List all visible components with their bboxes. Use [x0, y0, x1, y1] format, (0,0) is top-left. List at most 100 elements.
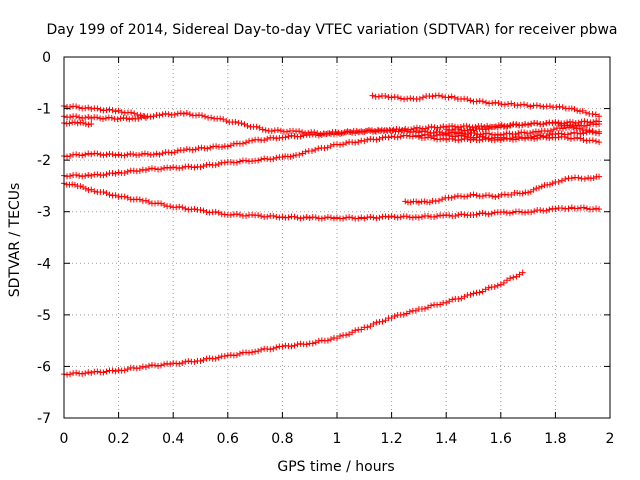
- data-point: [294, 341, 301, 348]
- data-point: [505, 101, 512, 108]
- data-point: [230, 140, 237, 147]
- data-point: [264, 135, 271, 142]
- data-point: [249, 211, 256, 218]
- data-point: [343, 140, 350, 147]
- data-point: [538, 183, 545, 190]
- data-point: [507, 275, 514, 282]
- data-point: [279, 214, 286, 221]
- data-point: [452, 212, 459, 219]
- data-point: [145, 362, 152, 369]
- data-point: [255, 348, 262, 355]
- data-point: [73, 113, 80, 120]
- data-point: [340, 215, 347, 222]
- y-tick-label: -5: [37, 308, 51, 324]
- data-point: [412, 132, 419, 139]
- series-track-2: [61, 119, 95, 128]
- data-point: [343, 332, 350, 339]
- data-point: [589, 128, 596, 135]
- data-point: [130, 151, 137, 158]
- x-tick-label: 0.2: [107, 431, 129, 447]
- data-point: [227, 212, 234, 219]
- data-point: [299, 129, 306, 136]
- data-point: [73, 171, 80, 178]
- data-point: [243, 157, 249, 164]
- data-point: [540, 121, 547, 128]
- data-point: [306, 131, 313, 138]
- data-point: [232, 118, 239, 125]
- data-point: [152, 165, 158, 172]
- data-point: [558, 205, 565, 212]
- data-point: [596, 113, 603, 120]
- data-point: [494, 282, 501, 289]
- data-point: [223, 117, 230, 124]
- data-point: [103, 368, 110, 375]
- data-point: [77, 183, 84, 190]
- data-point: [94, 105, 101, 112]
- data-point: [324, 337, 331, 344]
- data-point: [112, 170, 119, 177]
- data-point: [470, 136, 477, 143]
- data-point: [455, 125, 462, 132]
- data-point: [491, 283, 498, 290]
- data-point: [179, 360, 186, 367]
- data-point: [212, 355, 219, 362]
- data-point: [596, 206, 603, 213]
- data-point: [355, 215, 362, 222]
- x-tick-label: 1.2: [380, 431, 402, 447]
- data-point: [531, 135, 538, 142]
- data-point: [139, 151, 145, 158]
- data-point: [212, 208, 219, 215]
- data-point: [540, 133, 547, 140]
- data-point: [197, 206, 204, 213]
- data-point: [436, 128, 443, 135]
- data-point: [508, 191, 515, 198]
- data-point: [253, 123, 260, 130]
- data-point: [429, 93, 436, 100]
- data-point: [583, 205, 590, 212]
- data-point: [82, 185, 89, 192]
- data-point: [500, 208, 507, 215]
- data-point: [537, 207, 544, 214]
- x-tick-label: 2: [606, 431, 615, 447]
- data-point: [246, 349, 253, 356]
- data-point: [67, 103, 74, 110]
- data-point: [440, 123, 447, 130]
- data-point: [100, 189, 107, 196]
- data-point: [570, 124, 577, 131]
- data-point: [461, 211, 468, 218]
- data-point: [506, 135, 513, 142]
- data-point: [203, 208, 210, 215]
- data-point: [358, 128, 365, 135]
- data-point: [435, 92, 442, 99]
- data-point: [373, 128, 379, 135]
- data-point: [565, 205, 572, 212]
- data-point: [200, 163, 207, 170]
- data-point: [519, 269, 526, 276]
- data-point: [158, 200, 165, 207]
- data-point: [575, 119, 582, 126]
- data-point: [88, 105, 95, 112]
- data-point: [71, 181, 78, 188]
- data-point: [136, 167, 143, 174]
- data-point: [221, 159, 228, 166]
- data-point: [506, 130, 513, 137]
- data-point: [244, 122, 251, 129]
- data-point: [239, 140, 246, 147]
- data-point: [504, 277, 511, 284]
- data-point: [173, 164, 180, 171]
- data-point: [411, 125, 418, 132]
- series-layer: [61, 92, 603, 378]
- data-point: [202, 113, 209, 120]
- data-point: [270, 134, 277, 141]
- data-point: [535, 128, 542, 135]
- data-point: [321, 214, 328, 221]
- x-tick-label: 0.8: [271, 431, 293, 447]
- data-point: [308, 148, 315, 155]
- data-point: [358, 214, 365, 221]
- data-point: [397, 214, 404, 221]
- data-point: [150, 113, 157, 120]
- data-point: [512, 131, 519, 138]
- data-point: [550, 126, 557, 133]
- data-point: [358, 137, 365, 144]
- data-point: [558, 177, 565, 184]
